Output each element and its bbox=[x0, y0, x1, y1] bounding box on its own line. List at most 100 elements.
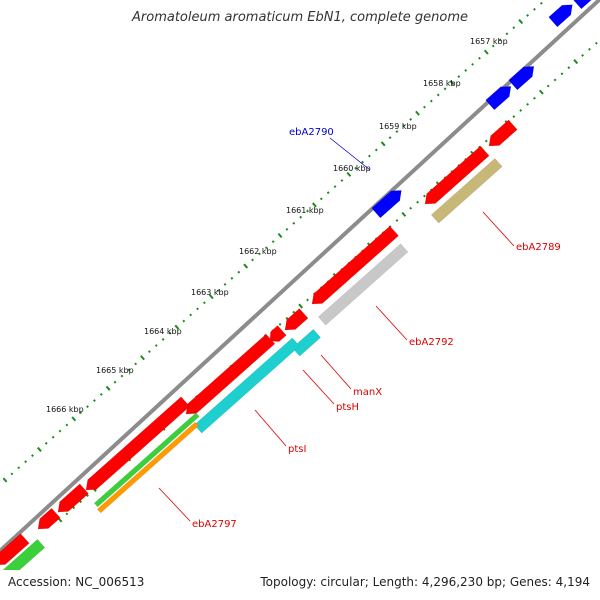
inner-tick bbox=[553, 78, 557, 82]
reverse-gene-arrow bbox=[269, 325, 287, 342]
inner-tick bbox=[79, 500, 83, 504]
outer-tick bbox=[168, 331, 172, 335]
inner-tick bbox=[560, 72, 564, 76]
outer-tick bbox=[388, 136, 392, 140]
inner-tick bbox=[72, 506, 76, 510]
inner-tick bbox=[86, 494, 89, 497]
reverse-gene-arrow bbox=[37, 507, 61, 530]
inner-tick bbox=[588, 47, 591, 51]
outer-tick bbox=[86, 405, 89, 409]
outer-tick bbox=[395, 130, 399, 134]
outer-tick bbox=[483, 49, 489, 55]
reverse-gene-arrow bbox=[85, 396, 191, 491]
cog-band-teal bbox=[291, 328, 321, 357]
outer-tick bbox=[306, 209, 309, 213]
gene-label-ptsi: ptsI bbox=[288, 444, 306, 455]
gene-label-leader bbox=[482, 211, 515, 247]
kbp-tick-label: 1660 kbp bbox=[333, 164, 371, 173]
inner-tick bbox=[512, 115, 516, 118]
forward-gene-arrow bbox=[371, 190, 402, 219]
outer-tick bbox=[127, 368, 131, 372]
outer-tick bbox=[271, 240, 275, 244]
inner-tick bbox=[546, 84, 550, 88]
reverse-gene-arrow bbox=[284, 308, 309, 331]
outer-tick bbox=[449, 80, 455, 86]
kbp-tick-label: 1657 kbp bbox=[470, 37, 508, 46]
outer-tick bbox=[202, 301, 206, 305]
gene-label-eba2789: ebA2789 bbox=[516, 242, 561, 253]
outer-tick bbox=[402, 124, 406, 127]
outer-tick bbox=[24, 460, 28, 464]
outer-tick bbox=[243, 263, 249, 269]
outer-tick bbox=[464, 69, 468, 72]
outer-tick bbox=[354, 166, 358, 170]
gene-label-leader bbox=[320, 354, 352, 390]
outer-tick bbox=[105, 385, 111, 391]
outer-tick bbox=[31, 454, 34, 457]
outer-tick bbox=[113, 380, 117, 384]
inner-tick bbox=[573, 59, 579, 65]
kbp-tick-label: 1661 kbp bbox=[286, 206, 324, 215]
gene-label-leader bbox=[302, 369, 335, 405]
outer-tick bbox=[17, 466, 21, 470]
outer-tick bbox=[58, 429, 62, 433]
gene-label-leader bbox=[375, 305, 408, 341]
outer-tick bbox=[299, 215, 303, 219]
kbp-tick-label: 1666 kbp bbox=[46, 405, 84, 414]
outer-tick bbox=[380, 141, 386, 147]
outer-tick bbox=[134, 362, 138, 366]
inner-tick bbox=[285, 316, 289, 320]
backbone-line bbox=[0, 0, 600, 554]
cog-band-teal bbox=[193, 337, 300, 434]
outer-tick bbox=[10, 472, 14, 476]
outer-tick bbox=[319, 197, 323, 201]
inner-tick bbox=[594, 41, 598, 45]
reverse-gene-arrow bbox=[0, 533, 30, 566]
inner-tick bbox=[298, 303, 304, 309]
forward-gene-arrow bbox=[548, 4, 573, 28]
outer-tick bbox=[505, 32, 509, 36]
inner-tick bbox=[526, 102, 529, 106]
outer-tick bbox=[264, 246, 268, 250]
tick-labels: 1657 kbp 1658 kbp 1659 kbp 1660 kbp 1661 kbp… bbox=[46, 37, 508, 414]
outer-tick bbox=[120, 374, 124, 378]
outer-tick bbox=[457, 75, 461, 78]
outer-tick bbox=[208, 294, 214, 300]
outer-tick bbox=[533, 7, 536, 11]
reverse-gene-arrow bbox=[311, 225, 399, 305]
reverse-gene-arrow bbox=[57, 483, 89, 513]
kbp-tick-label: 1659 kbp bbox=[379, 122, 417, 131]
inner-tick bbox=[423, 194, 426, 198]
outer-tick bbox=[230, 276, 234, 280]
outer-tick bbox=[161, 338, 165, 341]
outer-tick bbox=[409, 117, 413, 121]
outer-tick bbox=[65, 423, 69, 427]
cog-band-gray bbox=[317, 243, 409, 326]
outer-tick bbox=[147, 350, 151, 354]
reverse-gene-arrow bbox=[424, 145, 490, 205]
outer-tick bbox=[326, 191, 330, 195]
accession-text: Accession: NC_006513 bbox=[8, 575, 145, 589]
outer-tick bbox=[237, 270, 241, 274]
cog-band-green bbox=[93, 412, 200, 508]
inner-tick bbox=[401, 211, 407, 217]
inner-tick bbox=[409, 206, 413, 210]
map-title: Aromatoleum aromaticum EbN1, complete ge… bbox=[132, 10, 468, 25]
outer-tick bbox=[292, 221, 296, 225]
outer-tick bbox=[415, 110, 420, 116]
gene-label-leader bbox=[158, 487, 191, 522]
outer-tick bbox=[51, 435, 55, 439]
outer-tick bbox=[312, 202, 317, 208]
outer-tick bbox=[79, 411, 83, 415]
kbp-tick-label: 1664 kbp bbox=[144, 327, 182, 336]
inner-tick bbox=[519, 109, 523, 112]
outer-tick bbox=[44, 441, 48, 445]
outer-tick bbox=[436, 93, 440, 97]
forward-gene-arrow bbox=[573, 0, 592, 10]
cog-band-orange bbox=[96, 421, 199, 514]
inner-tick bbox=[278, 322, 282, 326]
outer-tick bbox=[182, 319, 186, 323]
outer-tick bbox=[140, 355, 145, 361]
kbp-tick-label: 1665 kbp bbox=[96, 366, 134, 375]
